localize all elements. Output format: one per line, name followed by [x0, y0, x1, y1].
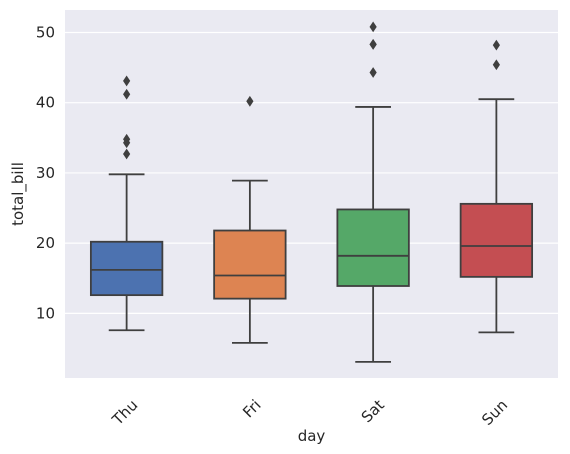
outlier-point — [246, 95, 254, 107]
x-tick-label: Thu — [108, 396, 141, 429]
y-axis-label: total_bill — [9, 162, 28, 226]
plot-area — [65, 10, 558, 378]
x-tick-label: Sat — [358, 396, 388, 426]
box-sun — [459, 39, 534, 334]
y-tick-label: 20 — [36, 234, 55, 252]
outlier-point — [123, 133, 131, 145]
outlier-point — [369, 67, 377, 78]
box-iqr — [89, 240, 164, 297]
outlier-point — [123, 75, 131, 87]
y-tick-label: 30 — [36, 164, 55, 182]
outlier-point — [369, 39, 377, 50]
y-tick-label: 50 — [36, 23, 55, 41]
x-axis-label: day — [298, 427, 326, 445]
y-tick-label: 40 — [36, 94, 55, 112]
outlier-point — [492, 39, 500, 51]
outlier-point — [123, 88, 131, 100]
outlier-point — [492, 59, 500, 71]
box-iqr — [213, 229, 287, 300]
box-iqr — [336, 208, 410, 287]
y-tick-label: 10 — [36, 304, 55, 322]
x-tick-label: Sun — [478, 396, 511, 429]
box-sat — [336, 21, 410, 363]
x-tick-label: Fri — [239, 396, 264, 421]
box-iqr — [459, 202, 534, 278]
outlier-point — [369, 21, 377, 33]
box-fri — [213, 95, 287, 344]
boxes — [89, 21, 534, 363]
box-thu — [89, 75, 164, 332]
outlier-point — [123, 148, 131, 160]
